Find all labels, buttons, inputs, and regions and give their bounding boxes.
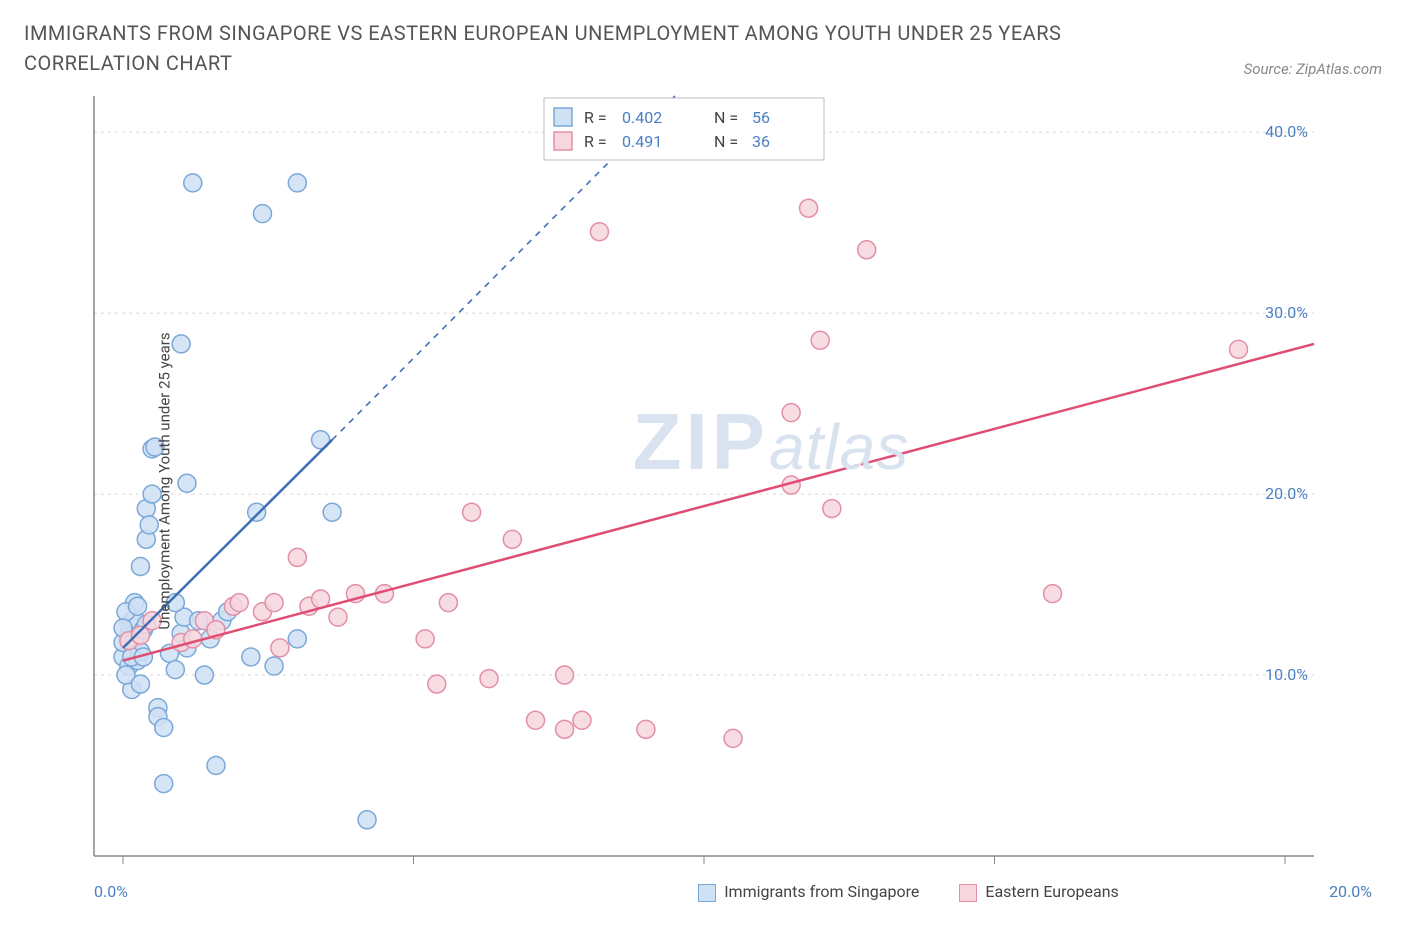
legend-label: Eastern Europeans (985, 882, 1118, 901)
y-tick-label: 30.0% (1265, 303, 1308, 322)
svg-text:N =: N = (714, 108, 738, 127)
bottom-legend-row: 0.0% Immigrants from Singapore Eastern Eu… (24, 882, 1382, 902)
header-row: IMMIGRANTS FROM SINGAPORE VS EASTERN EUR… (24, 18, 1382, 78)
svg-text:36: 36 (752, 132, 770, 151)
series-immigrants-from-singapore (114, 174, 376, 829)
svg-text:R =: R = (584, 108, 607, 127)
x-axis-min-label: 0.0% (94, 882, 128, 901)
legend-label: Immigrants from Singapore (724, 882, 919, 901)
svg-text:56: 56 (752, 108, 770, 127)
svg-text:R =: R = (584, 132, 607, 151)
scatter-chart: 10.0% 20.0% 30.0% 40.0% R = 0.402 N = 56 R = 0.49… (24, 86, 1324, 876)
svg-text:0.491: 0.491 (622, 132, 662, 151)
y-tick-label: 40.0% (1265, 122, 1308, 141)
series-legend: Immigrants from Singapore Eastern Europea… (698, 882, 1119, 902)
y-tick-label: 10.0% (1265, 665, 1308, 684)
legend-item: Immigrants from Singapore (698, 882, 919, 902)
y-tick-label: 20.0% (1265, 484, 1308, 503)
svg-text:0.402: 0.402 (622, 108, 662, 127)
legend-swatch-icon (959, 884, 977, 902)
chart-title: IMMIGRANTS FROM SINGAPORE VS EASTERN EUR… (24, 18, 1124, 78)
y-axis-label: Unemployment Among Youth under 25 years (156, 332, 174, 629)
legend-item: Eastern Europeans (959, 882, 1118, 902)
source-attribution: Source: ZipAtlas.com (1244, 60, 1382, 78)
legend-swatch-icon (698, 884, 716, 902)
chart-container: Unemployment Among Youth under 25 years … (24, 86, 1382, 876)
series-eastern-europeans (120, 199, 1248, 747)
svg-text:N =: N = (714, 132, 738, 151)
x-axis-max-label: 20.0% (1329, 882, 1372, 901)
